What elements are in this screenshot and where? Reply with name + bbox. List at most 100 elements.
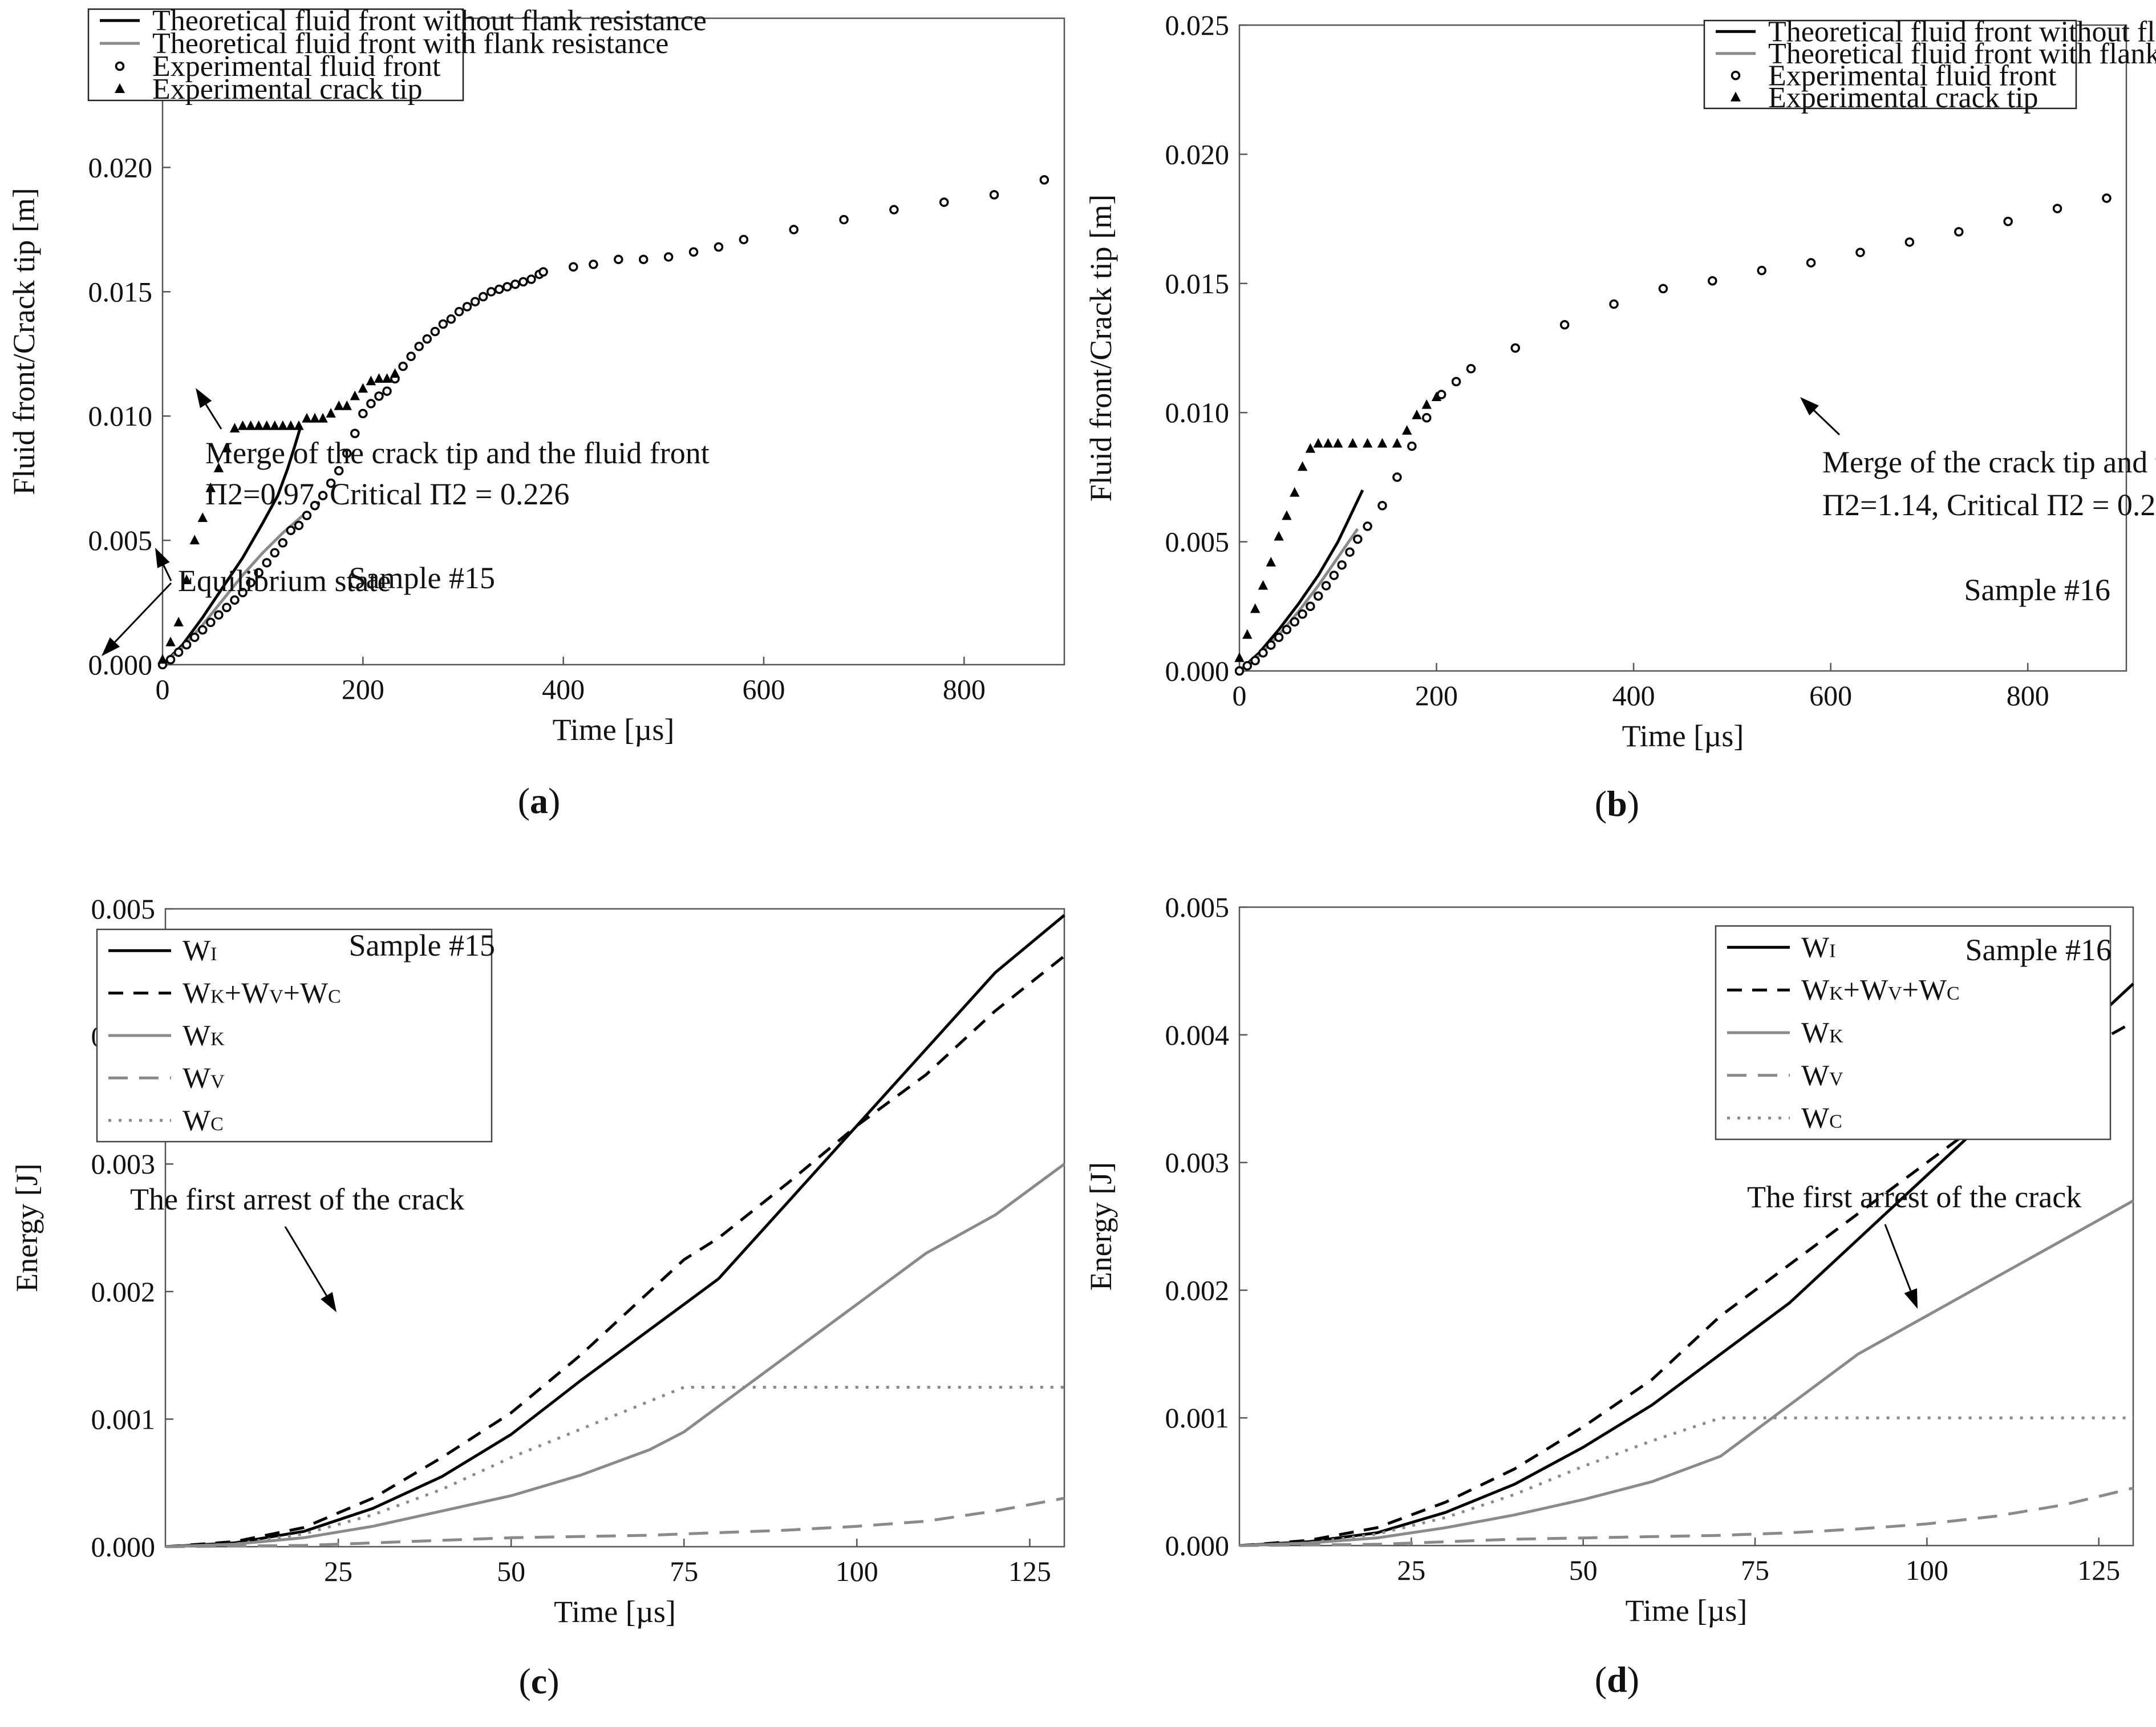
crack-tip-point bbox=[1348, 438, 1358, 448]
fluid-front-point bbox=[839, 215, 849, 225]
fluid-front-point bbox=[270, 548, 279, 558]
crack-tip-point bbox=[302, 412, 312, 423]
crack-tip-point bbox=[1297, 461, 1308, 471]
y-tick-label: 0.020 bbox=[1165, 138, 1230, 170]
fluid-front-point bbox=[1422, 413, 1432, 423]
fluid-front-point bbox=[1757, 265, 1766, 276]
plot-frame bbox=[1238, 24, 2127, 672]
y-tick-label: 0.001 bbox=[91, 1403, 156, 1435]
fluid-front-point bbox=[214, 610, 224, 620]
crack-tip-point bbox=[326, 408, 336, 418]
series-experimental-crack-tip bbox=[1234, 391, 1442, 662]
fluid-front-point bbox=[1250, 656, 1260, 666]
fluid-front-point bbox=[478, 292, 488, 302]
panel-c: 2550751001250.0000.0010.0020.0030.0040.0… bbox=[0, 863, 1078, 1726]
fluid-front-point bbox=[470, 297, 480, 307]
x-tick-label: 25 bbox=[1397, 1554, 1425, 1586]
fluid-front-point bbox=[173, 647, 184, 657]
y-tick-label: 0.010 bbox=[1165, 397, 1230, 428]
fluid-front-point bbox=[454, 306, 464, 317]
y-tick-label: 0.003 bbox=[1165, 1147, 1230, 1179]
x-tick-label: 400 bbox=[542, 673, 585, 705]
fluid-front-point bbox=[222, 602, 232, 613]
fluid-front-point bbox=[1321, 581, 1331, 591]
y-tick-label: 0.005 bbox=[1165, 891, 1230, 923]
fluid-front-point bbox=[1353, 534, 1363, 544]
series-wv bbox=[165, 1497, 1065, 1548]
merge-arrow bbox=[1800, 397, 1841, 436]
x-tick-label: 400 bbox=[1612, 680, 1655, 711]
crack-tip-point bbox=[1242, 629, 1253, 639]
crack-tip-point bbox=[318, 412, 328, 423]
y-tick-label: 0.010 bbox=[88, 400, 153, 432]
crack-tip-point bbox=[382, 373, 392, 383]
legend-label: WI bbox=[183, 935, 217, 967]
fluid-front-point bbox=[663, 252, 674, 262]
legend-swatch bbox=[115, 61, 125, 71]
fluid-front-point bbox=[1258, 648, 1268, 658]
chart-a: 02004006008000.0000.0050.0100.0150.0200.… bbox=[7, 5, 1065, 821]
arrest-arrow bbox=[284, 1226, 337, 1312]
fluid-front-point bbox=[989, 190, 999, 200]
fluid-front-point bbox=[430, 326, 440, 337]
legend-label: Experimental fluid front bbox=[1768, 59, 2057, 92]
legend-label: Theoretical fluid front with flank resis… bbox=[152, 27, 668, 60]
fluid-front-point bbox=[189, 632, 200, 642]
fluid-front-point bbox=[1407, 441, 1417, 451]
fluid-front-point bbox=[165, 655, 176, 665]
y-tick-label: 0.000 bbox=[88, 649, 153, 681]
series-wi bbox=[165, 914, 1065, 1548]
series-theoretical-fluid-front-without-flank-resistance bbox=[161, 425, 302, 666]
fluid-front-point bbox=[538, 267, 548, 277]
fluid-front-point bbox=[342, 448, 352, 458]
series-wk bbox=[1239, 1199, 2134, 1547]
fluid-front-point bbox=[1392, 472, 1402, 482]
panel-d: 25 50 75 100 125 0.000 0.001 0.002 0.003 0.004 0.0… bbox=[1078, 863, 2156, 1726]
fluid-front-point bbox=[589, 260, 598, 269]
y-tick-label: 0.000 bbox=[1165, 1530, 1230, 1562]
y-tick-label: 0.015 bbox=[88, 276, 153, 308]
fluid-front-point bbox=[302, 511, 312, 520]
legend-box bbox=[1703, 19, 2077, 110]
fluid-front-point bbox=[1658, 284, 1668, 294]
fluid-front-point bbox=[286, 525, 296, 535]
fluid-front-point bbox=[198, 625, 208, 635]
fluid-front-point bbox=[1708, 276, 1717, 286]
fluid-front-point bbox=[181, 640, 192, 650]
y-axis-label: Energy [J] bbox=[10, 1163, 44, 1292]
crack-tip-point bbox=[181, 575, 192, 584]
fluid-front-point bbox=[374, 391, 384, 401]
legend-label: WV bbox=[183, 1062, 225, 1094]
fluid-front-point bbox=[1298, 609, 1307, 619]
crack-tip-point bbox=[310, 412, 320, 423]
x-tick-label: 75 bbox=[670, 1555, 698, 1587]
series-experimental-fluid-front bbox=[157, 175, 1049, 670]
y-tick-label: 0.000 bbox=[1165, 655, 1230, 687]
y-tick-label: 0.015 bbox=[1165, 268, 1230, 300]
crack-tip-point bbox=[1234, 652, 1245, 662]
fluid-front-point bbox=[1806, 258, 1816, 268]
fluid-front-point bbox=[1039, 175, 1049, 185]
crack-tip-point bbox=[1412, 409, 1422, 419]
pi2-annotation: Π2=0.97, Critical Π2 = 0.226 bbox=[205, 477, 569, 511]
x-tick-label: 800 bbox=[943, 673, 986, 705]
fluid-front-point bbox=[1345, 547, 1355, 557]
arrest-annotation: The first arrest of the crack bbox=[130, 1182, 464, 1216]
x-tick-label: 600 bbox=[1809, 680, 1852, 711]
series-experimental-fluid-front bbox=[1234, 193, 2112, 676]
chart-d: 25 50 75 100 125 0.000 0.001 0.002 0.003 0.004 0.0… bbox=[1084, 891, 2134, 1700]
crack-tip-point bbox=[1377, 438, 1388, 448]
x-tick-label: 100 bbox=[1906, 1554, 1948, 1586]
fluid-front-point bbox=[246, 577, 256, 588]
fluid-front-point bbox=[414, 341, 424, 351]
fluid-front-point bbox=[1242, 661, 1253, 671]
fluid-front-point bbox=[2003, 216, 2013, 227]
x-tick-label: 50 bbox=[1569, 1554, 1598, 1586]
fluid-front-point bbox=[2102, 193, 2112, 203]
fluid-front-point bbox=[714, 242, 724, 252]
series-experimental-crack-tip bbox=[157, 368, 400, 664]
crack-tip-point bbox=[1333, 438, 1343, 448]
crack-tip-point bbox=[286, 420, 296, 430]
fluid-front-point bbox=[462, 302, 472, 312]
y-tick-label: 0.003 bbox=[91, 1148, 156, 1180]
